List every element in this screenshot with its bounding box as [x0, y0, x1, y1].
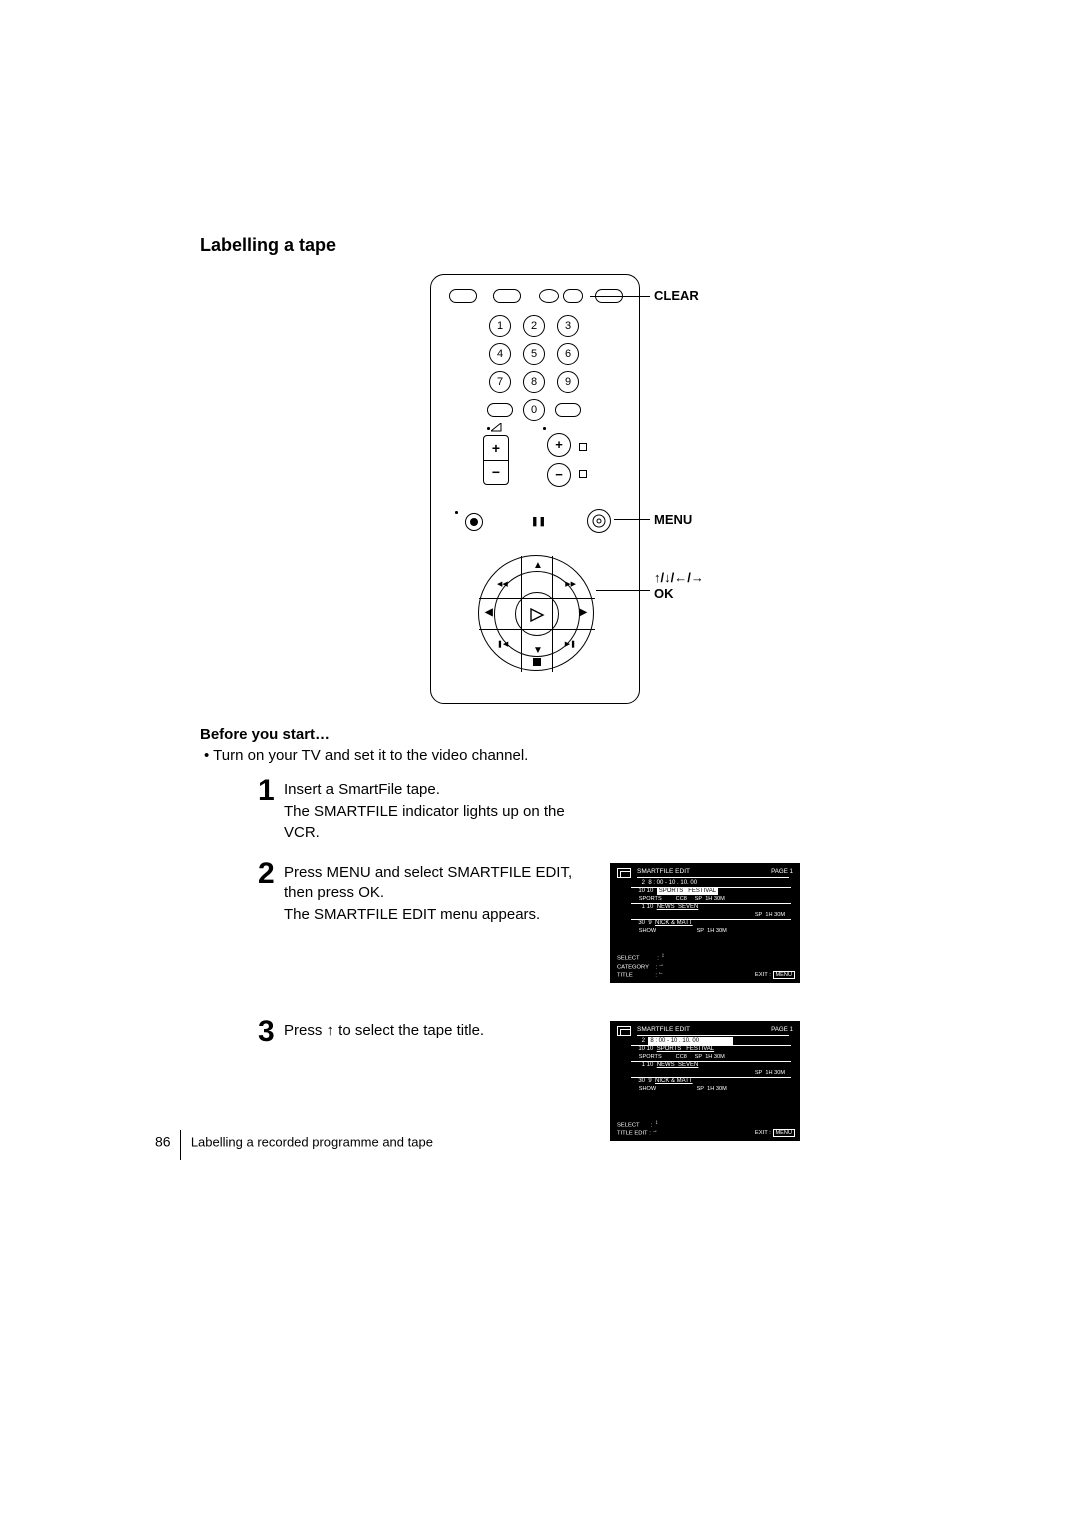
osd-menu-box: MENU [773, 971, 795, 979]
keypad-2: 2 [523, 315, 545, 337]
osd-exit: EXIT : [755, 1130, 771, 1136]
keypad-9: 9 [557, 371, 579, 393]
dpad-ok [515, 592, 559, 636]
ff-icon: ▶▶ [565, 580, 576, 588]
steps-list: 1 Insert a SmartFile tape. The SMARTFILE… [260, 780, 900, 1159]
callout-clear: CLEAR [654, 288, 699, 303]
keypad-0: 0 [523, 399, 545, 421]
callout-arrows-ok: ↑/↓/←/→OK [654, 570, 704, 601]
osd-title: SMARTFILE EDIT [637, 868, 690, 875]
osd-page: PAGE 1 [771, 1026, 793, 1033]
step-1: 1 Insert a SmartFile tape. The SMARTFILE… [260, 780, 900, 843]
osd-menu-box: MENU [773, 1129, 795, 1137]
osd-step3: SMARTFILE EDIT PAGE 1 2 8 : 00 - 10 . 10… [610, 1021, 800, 1141]
leader-dpad [596, 590, 650, 591]
top-btn-3-clear [563, 289, 583, 303]
leader-menu [614, 519, 650, 520]
vol-icon [491, 423, 503, 433]
osd-footer-left: SELECT :↕ CATEGORY :→ TITLE :← [617, 954, 667, 980]
keypad-5: 5 [523, 343, 545, 365]
menu-button [587, 509, 611, 533]
step-number: 3 [258, 1015, 275, 1049]
keypad-8: 8 [523, 371, 545, 393]
dpad-down-icon: ▼ [533, 645, 543, 656]
remote-outline: 1 2 3 4 5 6 7 8 9 0 +− + − ❚❚ [430, 274, 640, 704]
remote-diagram: 1 2 3 4 5 6 7 8 9 0 +− + − ❚❚ [200, 274, 900, 714]
step-text: Press MENU and select SMARTFILE EDIT, th… [284, 863, 584, 904]
osd-tape-icon [617, 1026, 631, 1036]
stop-icon [533, 658, 541, 666]
skip-fwd-icon: ▶❚ [565, 640, 576, 648]
prog-minus: − [547, 463, 571, 487]
keypad-6: 6 [557, 343, 579, 365]
dot [487, 427, 490, 430]
leader-clear [590, 296, 650, 297]
dpad-left-icon: ◀ [485, 607, 493, 618]
osd-footer-right: EXIT : MENU [755, 1129, 795, 1137]
top-btn-1 [449, 289, 477, 303]
step-text: Insert a SmartFile tape. [284, 780, 584, 800]
page-number: 86 [155, 1133, 171, 1149]
small-indicator-2 [579, 470, 587, 478]
dpad: ▲ ▼ ◀ ▶ ◀◀ ▶▶ ❚◀ ▶❚ [478, 555, 594, 671]
keypad-4: 4 [489, 343, 511, 365]
page-footer: 86 Labelling a recorded programme and ta… [155, 1128, 433, 1158]
osd-exit: EXIT : [755, 972, 771, 978]
section-title: Labelling a tape [200, 235, 900, 256]
before-you-start: Before you start… [200, 726, 900, 743]
dot [543, 427, 546, 430]
step-text: The SMARTFILE indicator lights up on the… [284, 802, 584, 843]
osd-footer-right: EXIT : MENU [755, 971, 795, 979]
prog-plus: + [547, 433, 571, 457]
step-text: The SMARTFILE EDIT menu appears. [284, 905, 584, 925]
osd-step2: SMARTFILE EDIT PAGE 1 2 8 : 00 - 10 . 10… [610, 863, 800, 983]
dot [455, 511, 458, 514]
small-indicator-1 [579, 443, 587, 451]
keypad-1: 1 [489, 315, 511, 337]
step-number: 1 [258, 774, 275, 808]
rew-icon: ◀◀ [497, 580, 508, 588]
osd-title: SMARTFILE EDIT [637, 1026, 690, 1033]
osd-footer-left: SELECT :↕ TITLE EDIT :→ [617, 1121, 660, 1138]
osd-table: 2 8 : 00 - 10 . 10. 00 10 10 SPORTS FEST… [631, 879, 791, 935]
keypad-7: 7 [489, 371, 511, 393]
keypad-left-oval [487, 403, 513, 417]
top-btn-2 [493, 289, 521, 303]
footer-title: Labelling a recorded programme and tape [191, 1134, 433, 1149]
bullet-tv-channel: • Turn on your TV and set it to the vide… [200, 747, 900, 764]
step-number: 2 [258, 857, 275, 891]
callout-menu: MENU [654, 512, 692, 527]
skip-back-icon: ❚◀ [497, 640, 508, 648]
osd-tape-icon [617, 868, 631, 878]
rec-button [465, 513, 483, 531]
step-text: Press ↑ to select the tape title. [284, 1021, 584, 1041]
dpad-right-icon: ▶ [579, 607, 587, 618]
top-btn-3-eject [539, 289, 559, 303]
pause-icon: ❚❚ [531, 516, 546, 527]
dpad-up-icon: ▲ [533, 560, 543, 571]
step-2: 2 Press MENU and select SMARTFILE EDIT, … [260, 863, 900, 1001]
osd-table: 2 8 : 00 - 10 . 10. 00 10 10 SPORTS FEST… [631, 1037, 791, 1093]
keypad-right-oval [555, 403, 581, 417]
keypad-3: 3 [557, 315, 579, 337]
osd-page: PAGE 1 [771, 868, 793, 875]
volume-rocker: +− [483, 435, 509, 485]
